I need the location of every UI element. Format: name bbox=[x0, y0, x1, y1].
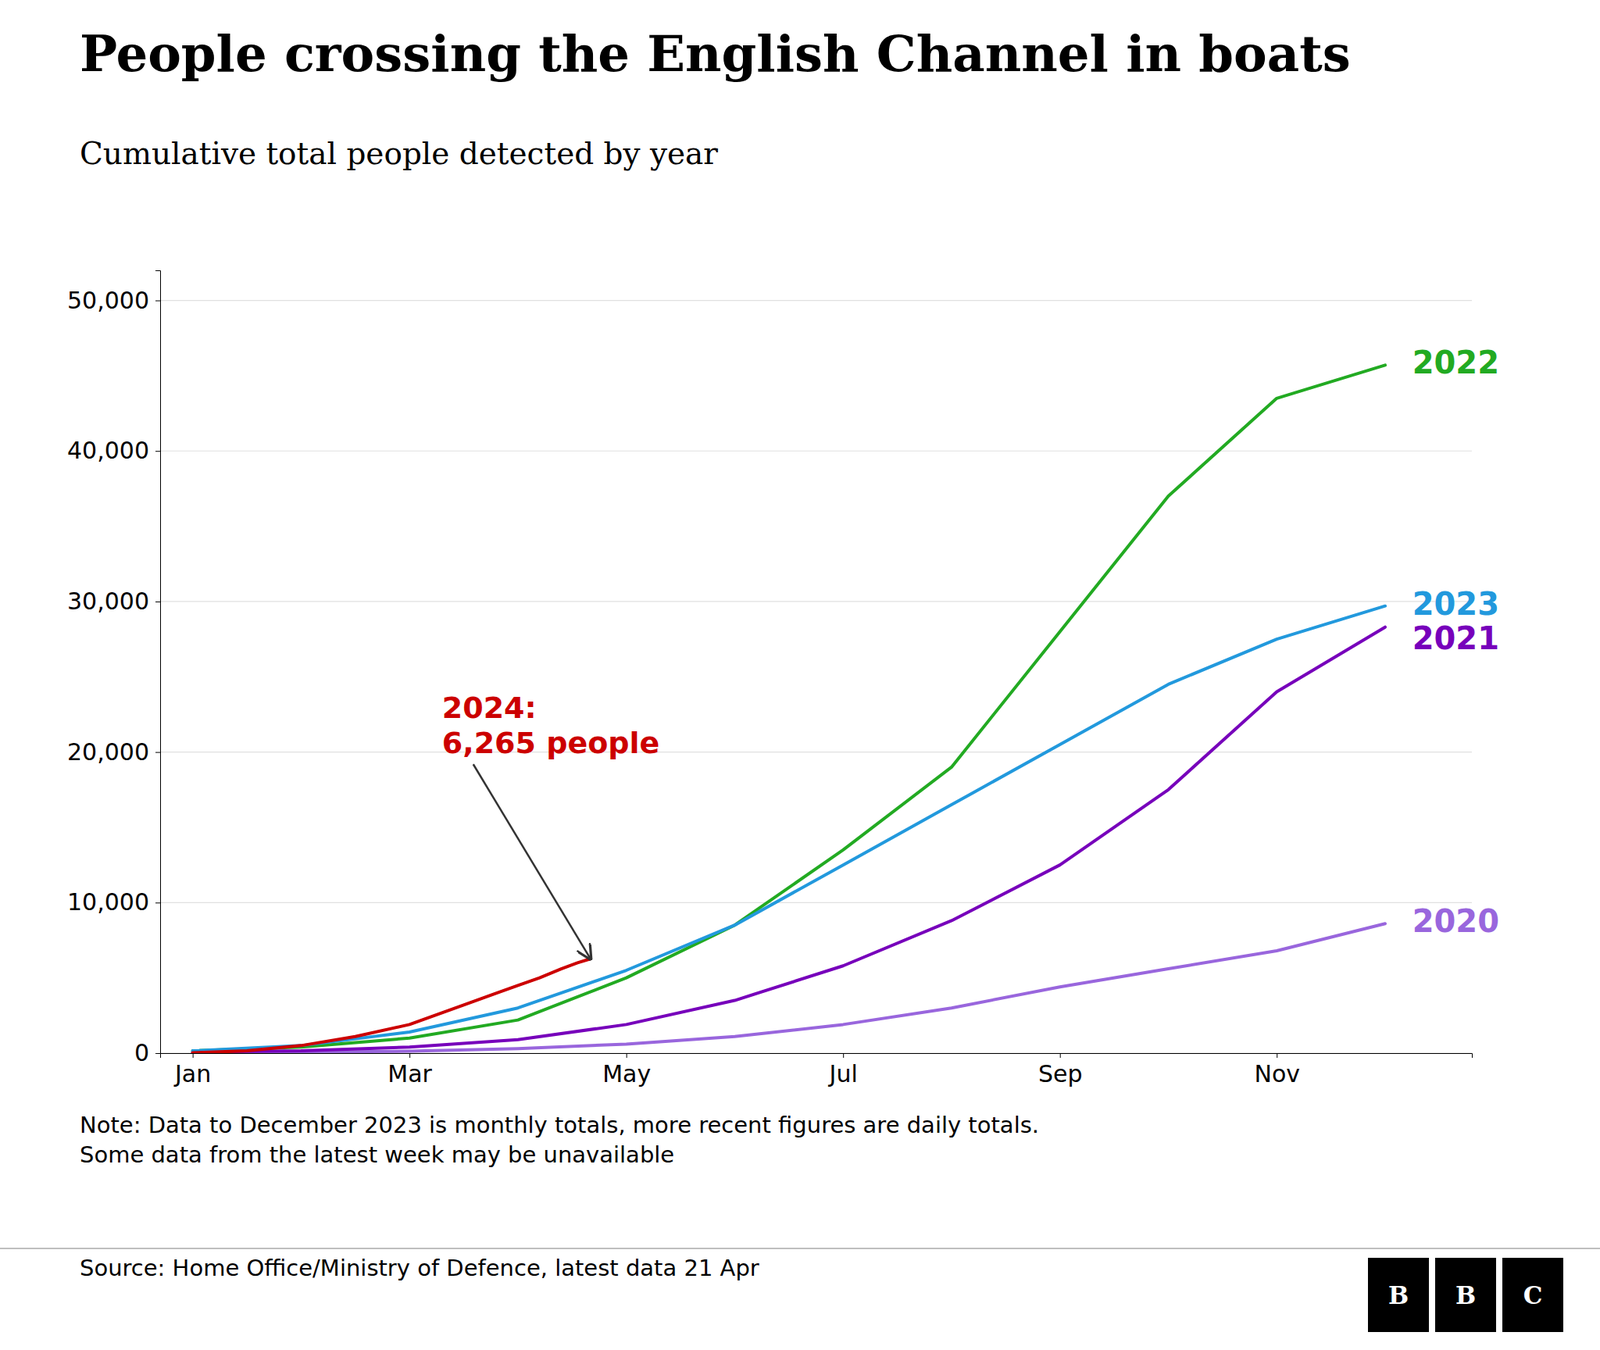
separator bbox=[0, 1247, 1600, 1250]
y-tick-mark bbox=[155, 902, 161, 904]
x-tick: May bbox=[602, 1053, 651, 1088]
logo-box bbox=[1367, 1257, 1429, 1333]
chart: Jan Mar May Jul Sep Nov 0 10,000 20,000 30,000 40,… bbox=[0, 0, 1600, 1350]
x-tick-mark bbox=[626, 1053, 628, 1058]
series-line bbox=[192, 364, 1386, 1051]
y-tick: 40,000 bbox=[67, 436, 161, 465]
y-tick-mark bbox=[155, 1053, 161, 1054]
x-tick-mark bbox=[409, 1053, 411, 1058]
y-tick-label: 30,000 bbox=[67, 587, 150, 615]
year-label: 2023 bbox=[1412, 585, 1500, 622]
y-tick-label: 20,000 bbox=[67, 738, 150, 766]
y-axis: 0 10,000 20,000 30,000 40,000 50,000 bbox=[67, 271, 161, 1068]
x-tick-mark bbox=[192, 1053, 194, 1058]
logo-letter: B bbox=[1455, 1281, 1476, 1310]
y-tick: 20,000 bbox=[67, 738, 161, 766]
x-tick: Nov bbox=[1253, 1053, 1300, 1088]
y-tick-mark bbox=[155, 752, 161, 754]
x-tick-mark bbox=[1276, 1053, 1278, 1058]
annotation-line: 2024: bbox=[442, 690, 537, 725]
y-tick: 10,000 bbox=[67, 888, 161, 916]
title: People crossing the English Channel in b… bbox=[79, 24, 1351, 83]
x-axis: Jan Mar May Jul Sep Nov bbox=[160, 1053, 1473, 1088]
x-tick-label: Jul bbox=[828, 1060, 858, 1088]
grid-line bbox=[160, 600, 1472, 602]
y-tick: 50,000 bbox=[67, 286, 161, 315]
series-line bbox=[192, 958, 591, 1053]
x-tick-label: Nov bbox=[1253, 1060, 1300, 1088]
logo-box bbox=[1435, 1257, 1497, 1333]
logo-letter: B bbox=[1388, 1281, 1409, 1310]
y-tick-label: 0 bbox=[134, 1039, 150, 1067]
annotation-line: 6,265 people bbox=[442, 725, 661, 761]
grid-line bbox=[160, 751, 1472, 753]
grid-line bbox=[160, 450, 1472, 452]
x-tick: Jul bbox=[828, 1053, 858, 1088]
series-line bbox=[192, 923, 1386, 1053]
x-axis-line bbox=[160, 1053, 1473, 1059]
y-axis-line bbox=[155, 271, 161, 1054]
y-tick-label: 10,000 bbox=[67, 888, 150, 916]
note-line: Note: Data to December 2023 is monthly t… bbox=[79, 1111, 1040, 1139]
logo-letter: C bbox=[1523, 1281, 1543, 1310]
x-tick-mark bbox=[1060, 1053, 1061, 1058]
x-tick-label: May bbox=[602, 1060, 651, 1088]
source: Source: Home Office/Ministry of Defence,… bbox=[79, 1254, 760, 1282]
y-tick-mark bbox=[155, 450, 161, 452]
logo-box bbox=[1502, 1257, 1564, 1333]
lines bbox=[192, 364, 1386, 1053]
grid-line bbox=[160, 902, 1472, 904]
note-line: Some data from the latest week may be un… bbox=[79, 1141, 675, 1168]
logo: BBC bbox=[1367, 1257, 1564, 1333]
series-line bbox=[192, 627, 1386, 1053]
y-tick-label: 50,000 bbox=[67, 286, 150, 315]
y-tick-label: 40,000 bbox=[67, 436, 150, 465]
x-tick: Mar bbox=[387, 1053, 433, 1088]
grid-line bbox=[160, 300, 1472, 301]
annotation-text: 2024:6,265 people bbox=[442, 690, 661, 761]
series-line bbox=[192, 606, 1386, 1051]
y-tick: 0 bbox=[134, 1039, 161, 1067]
year-label: 2020 bbox=[1412, 903, 1500, 940]
note: Note: Data to December 2023 is monthly t… bbox=[79, 1111, 1040, 1168]
annotations: 2022 20232021 2020 2024:6,265 people bbox=[442, 344, 1500, 959]
x-tick-label: Sep bbox=[1038, 1060, 1083, 1088]
annotation-arrow bbox=[473, 764, 591, 959]
y-tick-mark bbox=[155, 300, 161, 302]
x-tick-label: Mar bbox=[387, 1060, 433, 1088]
subtitle: Cumulative total people detected by year bbox=[79, 135, 718, 172]
grid bbox=[160, 300, 1472, 1054]
x-tick-label: Jan bbox=[173, 1060, 211, 1088]
x-tick: Sep bbox=[1038, 1053, 1083, 1088]
year-label: 2021 bbox=[1412, 620, 1500, 657]
x-tick: Jan bbox=[173, 1053, 211, 1088]
y-tick: 30,000 bbox=[67, 587, 161, 615]
year-label: 2022 bbox=[1412, 344, 1500, 381]
x-tick-mark bbox=[842, 1053, 844, 1058]
y-tick-mark bbox=[155, 601, 161, 603]
